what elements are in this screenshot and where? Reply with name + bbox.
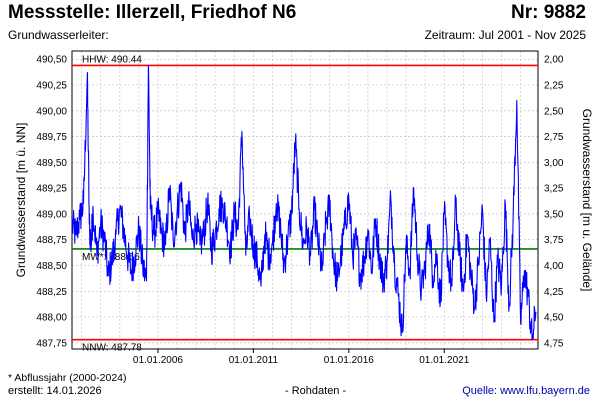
source-link[interactable]: Quelle: www.lfu.bayern.de — [462, 385, 590, 397]
x-tick-label: 01.01.2016 — [324, 355, 374, 366]
station-number: Nr: 9882 — [511, 2, 586, 23]
y-tick-label-right: 2,00 — [544, 55, 564, 66]
y-tick-label-right: 3,00 — [544, 158, 564, 169]
y-tick-label-left: 488,75 — [36, 235, 67, 246]
created-date: erstellt: 14.01.2026 — [8, 385, 102, 397]
groundwater-series-line — [71, 64, 537, 341]
x-tick-label: 01.01.2011 — [229, 355, 279, 366]
y-tick-label-right: 3,50 — [544, 209, 564, 220]
raw-data-label: - Rohdaten - — [285, 385, 347, 397]
y-tick-label-right: 3,25 — [544, 184, 564, 195]
y-tick-label-left: 490,25 — [36, 81, 67, 92]
station-title: Messstelle: Illerzell, Friedhof N6 — [8, 2, 297, 23]
y-tick-label-left: 488,50 — [36, 261, 67, 272]
footnote: * Abflussjahr (2000-2024) — [8, 372, 127, 384]
y-tick-label-right: 2,50 — [544, 106, 564, 117]
y-axis-label-left: Grundwasserstand [m ü. NN] — [14, 123, 28, 278]
reference-label: HHW: 490.44 — [82, 54, 142, 65]
y-tick-label-left: 489,00 — [36, 209, 67, 220]
y-tick-label-left: 489,25 — [36, 184, 67, 195]
y-tick-label-right: 4,25 — [544, 287, 564, 298]
x-tick-label: 01.01.2006 — [133, 355, 183, 366]
y-tick-label-left: 488,00 — [36, 313, 67, 324]
y-tick-label-right: 4,50 — [544, 313, 564, 324]
y-tick-label-left: 490,50 — [36, 55, 67, 66]
y-tick-label-right: 4,00 — [544, 261, 564, 272]
y-tick-label-right: 4,75 — [544, 338, 564, 349]
y-axis-label-right: Grundwasserstand [m u. Gelände] — [580, 109, 594, 292]
y-tick-label-left: 490,00 — [36, 106, 67, 117]
aquifer-label: Grundwasserleiter: — [8, 28, 109, 42]
x-tick-label: 01.01.2021 — [419, 355, 469, 366]
y-tick-label-left: 487,75 — [36, 338, 67, 349]
y-tick-label-left: 489,75 — [36, 132, 67, 143]
y-tick-label-right: 2,75 — [544, 132, 564, 143]
reference-label: NNW: 487.78 — [82, 343, 142, 354]
period-label: Zeitraum: Jul 2001 - Nov 2025 — [424, 28, 586, 42]
y-tick-label-left: 489,50 — [36, 158, 67, 169]
plot-frame — [71, 50, 539, 350]
y-tick-label-right: 3,75 — [544, 235, 564, 246]
y-tick-label-left: 488,25 — [36, 287, 67, 298]
y-tick-label-right: 2,25 — [544, 81, 564, 92]
